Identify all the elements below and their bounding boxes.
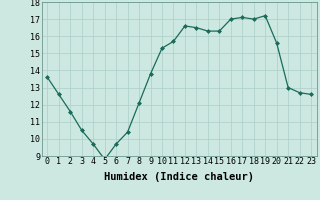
X-axis label: Humidex (Indice chaleur): Humidex (Indice chaleur): [104, 172, 254, 182]
